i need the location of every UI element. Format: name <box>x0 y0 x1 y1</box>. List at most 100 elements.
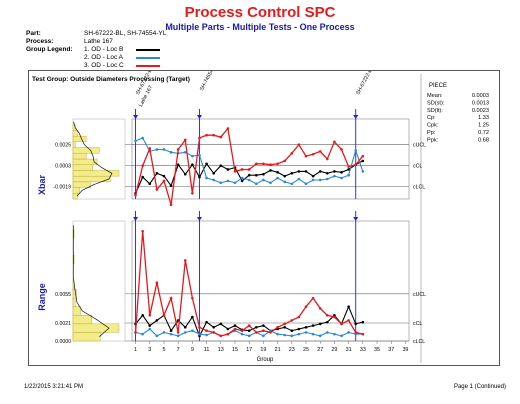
range-data-point <box>347 331 350 334</box>
xbar-data-point <box>347 168 350 171</box>
xbar-data-point <box>198 136 201 140</box>
report-title: Process Control SPC <box>184 4 336 21</box>
stats-label: Mean: <box>427 93 443 99</box>
range-phase-marker <box>353 217 359 221</box>
range-data-point <box>233 324 237 327</box>
range-data-point <box>361 332 365 336</box>
range-data-point <box>297 327 301 331</box>
range-x-tick-label: 7 <box>177 347 180 353</box>
xbar-data-point <box>162 174 166 178</box>
xbar-plot-frame <box>131 118 410 200</box>
range-data-point <box>219 322 223 326</box>
range-y-tick-label: 0.0000 <box>55 339 71 345</box>
xbar-axis-label: Xbar <box>37 175 47 196</box>
range-data-point <box>361 320 365 324</box>
xbar-data-point <box>304 170 308 173</box>
legend-item-3-label: 3. OD - Loc C <box>84 62 124 69</box>
xbar-histogram-bar <box>72 164 93 171</box>
range-x-tick-label: 33 <box>360 347 366 353</box>
range-data-point <box>318 307 322 310</box>
xbar-data-point <box>297 143 301 147</box>
range-limit-label: cCL <box>413 321 422 327</box>
xbar-histogram-bar <box>72 130 78 137</box>
range-data-point <box>205 329 208 333</box>
xbar-data-point <box>283 174 287 178</box>
range-data-point <box>318 334 322 338</box>
range-data-point <box>290 319 294 322</box>
range-data-point <box>141 313 144 317</box>
range-x-tick-label: 11 <box>204 347 210 353</box>
xbar-data-point <box>269 169 272 172</box>
xbar-data-point <box>326 171 329 175</box>
xbar-y-tick-label: 0.0025 <box>55 143 71 149</box>
range-data-point <box>262 329 265 333</box>
xbar-data-point <box>254 162 258 166</box>
xbar-data-point <box>226 168 230 171</box>
process-label: Process: <box>26 38 54 45</box>
range-data-point <box>141 332 144 336</box>
xbar-data-point <box>247 168 251 171</box>
range-data-point <box>340 334 343 338</box>
xbar-phase-marker <box>353 115 359 119</box>
range-data-point <box>326 313 329 317</box>
xbar-data-point <box>169 184 173 187</box>
range-data-point <box>347 319 350 322</box>
footer-timestamp: 1/22/2015 3:21:41 PM <box>24 384 84 390</box>
range-x-tick-label: 29 <box>331 347 337 353</box>
stats-title: PIECE <box>429 83 447 89</box>
range-data-point <box>198 325 201 329</box>
xbar-data-point <box>212 171 215 175</box>
spc-chart: Test Group: Outside Diameters Processing… <box>32 61 489 363</box>
xbar-data-point <box>205 176 208 180</box>
xbar-histogram-bar <box>72 181 91 188</box>
test-group-label: Test Group: Outside Diameters Processing… <box>32 76 190 83</box>
xbar-data-point <box>219 164 223 167</box>
phase-annotation: SH-67222-BL <box>355 71 375 96</box>
xbar-data-point <box>269 181 272 185</box>
range-data-point <box>290 329 294 333</box>
xbar-data-point <box>318 178 322 182</box>
xbar-data-point <box>191 191 194 195</box>
range-data-point <box>148 327 152 331</box>
range-data-point <box>134 331 137 334</box>
range-data-point <box>176 334 180 338</box>
range-data-point <box>176 331 180 334</box>
xbar-histogram-bar <box>72 141 76 148</box>
xbar-data-point <box>333 140 336 144</box>
range-data-point <box>254 325 258 329</box>
stats-value: 1.33 <box>478 115 489 121</box>
xbar-data-point <box>176 148 180 151</box>
xbar-histogram-bar <box>72 135 87 143</box>
range-data-point <box>304 305 308 309</box>
xbar-data-point <box>134 193 137 197</box>
range-data-point <box>162 313 166 317</box>
xbar-y-tick-label: 0.0003 <box>55 164 71 170</box>
xbar-histogram-bar <box>72 187 80 194</box>
range-x-tick-label: 27 <box>317 347 323 353</box>
range-data-point <box>297 332 301 336</box>
range-data-point <box>283 322 287 326</box>
xbar-data-point <box>269 163 272 167</box>
range-data-point <box>333 332 336 336</box>
stats-label: Pp: <box>427 130 436 136</box>
xbar-data-point <box>290 151 294 155</box>
range-histogram-bar <box>72 297 76 307</box>
xbar-data-point <box>276 162 279 166</box>
xbar-data-point <box>290 182 294 186</box>
range-data-point <box>183 325 187 329</box>
xbar-data-point <box>155 148 159 151</box>
xbar-data-point <box>141 175 144 179</box>
xbar-data-point <box>219 135 223 139</box>
xbar-histogram-bar <box>72 153 87 160</box>
range-y-tick-label: 0.0021 <box>55 321 71 327</box>
range-data-point <box>354 331 358 334</box>
xbar-data-point <box>183 151 187 154</box>
range-data-point <box>240 332 244 336</box>
range-data-point <box>311 332 315 336</box>
range-x-tick-label: 1 <box>134 347 137 353</box>
range-histogram-bar <box>72 323 120 333</box>
xbar-data-point <box>333 174 336 178</box>
range-x-tick-label: 23 <box>289 347 295 353</box>
xbar-data-point <box>276 171 279 174</box>
